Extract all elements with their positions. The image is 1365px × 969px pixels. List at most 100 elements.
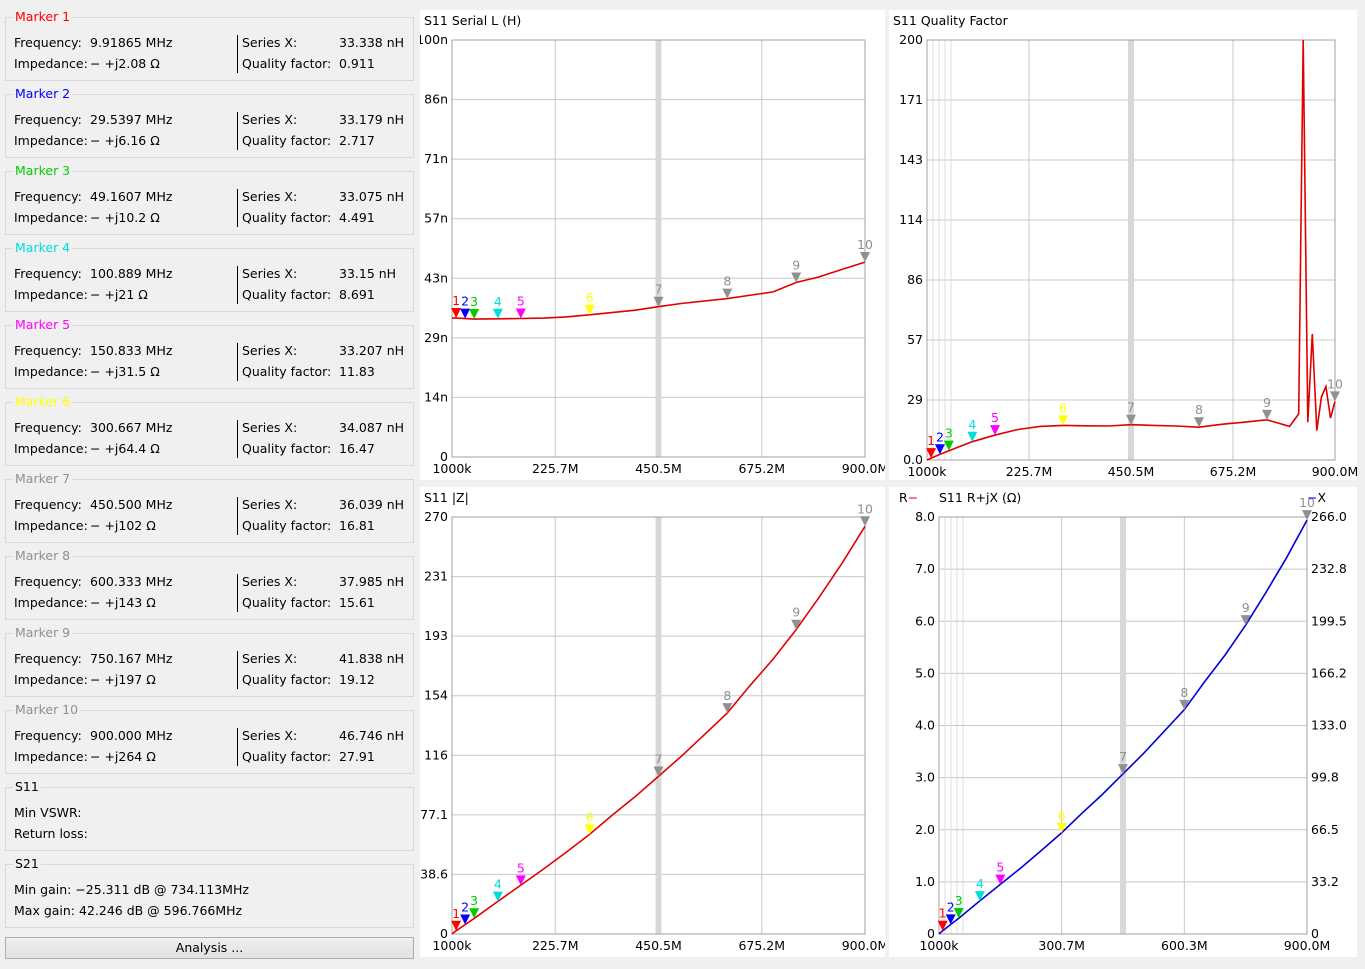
series-x-label: Series X: bbox=[242, 574, 297, 589]
x-tick-label: 900.0M bbox=[1312, 464, 1357, 479]
series-x-value: 34.087 nH bbox=[339, 420, 404, 435]
chart-panel-impedance-magnitude[interactable]: S11 |Z| 038.677.11161541932312701000k225… bbox=[420, 487, 885, 957]
return-loss: Return loss: bbox=[14, 826, 88, 841]
marker-group: Marker 7Frequency:450.500 MHzImpedance:−… bbox=[5, 479, 414, 543]
marker-label: 6 bbox=[586, 290, 594, 305]
impedance-label: Impedance: bbox=[14, 672, 88, 687]
marker-band bbox=[1120, 517, 1126, 934]
series-x-value: 37.985 nH bbox=[339, 574, 404, 589]
impedance-magnitude-chart[interactable]: 038.677.11161541932312701000k225.7M450.5… bbox=[420, 487, 885, 957]
y-tick-label: 116 bbox=[424, 747, 448, 762]
y-tick-label: 57 bbox=[907, 332, 923, 347]
chart-title: S11 |Z| bbox=[424, 490, 469, 505]
chart-panel-quality-factor[interactable]: S11 Quality Factor 0.0295786114143171200… bbox=[889, 10, 1357, 480]
quality-factor-chart[interactable]: 0.02957861141431712001000k225.7M450.5M67… bbox=[889, 10, 1357, 480]
legend-r: R− bbox=[899, 490, 918, 505]
marker-title: Marker 1 bbox=[13, 9, 72, 24]
chart-title: S11 Quality Factor bbox=[893, 13, 1008, 28]
series-x-label: Series X: bbox=[242, 35, 297, 50]
marker-triangle bbox=[585, 305, 595, 315]
serial-l-chart[interactable]: 014n29n43n57n71n86n100n1000k225.7M450.5M… bbox=[420, 10, 885, 480]
marker-label: 1 bbox=[452, 293, 460, 308]
r-jx-chart[interactable]: 01.02.03.04.05.06.07.08.01000k300.7M600.… bbox=[889, 487, 1357, 957]
marker-label: 3 bbox=[470, 893, 478, 908]
quality-value: 27.91 bbox=[339, 749, 375, 764]
marker-band bbox=[1128, 40, 1134, 460]
marker-triangle bbox=[516, 309, 526, 319]
x-tick-label: 900.0M bbox=[842, 461, 885, 476]
frequency-label: Frequency: bbox=[14, 420, 82, 435]
marker-label: 1 bbox=[939, 906, 947, 921]
marker-triangle bbox=[1058, 415, 1068, 425]
impedance-value: − +j197 Ω bbox=[90, 672, 156, 687]
chart-panel-serial-l[interactable]: S11 Serial L (H) 014n29n43n57n71n86n100n… bbox=[420, 10, 885, 480]
y-tick-label: 193 bbox=[424, 628, 448, 643]
s21-group: S21Min gain: −25.311 dB @ 734.113MHzMax … bbox=[5, 864, 414, 928]
s11-group: S11Min VSWR:Return loss: bbox=[5, 787, 414, 851]
marker-triangle bbox=[585, 825, 595, 835]
marker-triangle bbox=[493, 309, 503, 319]
y-tick-label: 43n bbox=[424, 270, 448, 285]
marker-label: 7 bbox=[1119, 749, 1127, 764]
series-x-label: Series X: bbox=[242, 112, 297, 127]
frequency-label: Frequency: bbox=[14, 497, 82, 512]
y-tick-label: 86n bbox=[424, 92, 448, 107]
frequency-value: 600.333 MHz bbox=[90, 574, 172, 589]
quality-label: Quality factor: bbox=[242, 287, 331, 302]
marker-label: 5 bbox=[996, 860, 1004, 875]
series-x-label: Series X: bbox=[242, 266, 297, 281]
y-tick-label: 71n bbox=[424, 151, 448, 166]
x-tick-label: 450.5M bbox=[1108, 464, 1155, 479]
quality-label: Quality factor: bbox=[242, 749, 331, 764]
marker-label: 3 bbox=[955, 893, 963, 908]
y-tick-label: 2.0 bbox=[915, 822, 935, 837]
impedance-label: Impedance: bbox=[14, 749, 88, 764]
marker-triangle bbox=[460, 309, 470, 319]
x-tick-label: 675.2M bbox=[738, 461, 785, 476]
marker-label: 3 bbox=[470, 294, 478, 309]
y2-tick-label: 66.5 bbox=[1311, 822, 1339, 837]
marker-title: Marker 3 bbox=[13, 163, 72, 178]
series-x-label: Series X: bbox=[242, 728, 297, 743]
y-tick-label: 1.0 bbox=[915, 874, 935, 889]
marker-label: 6 bbox=[1059, 400, 1067, 415]
impedance-value: − +j102 Ω bbox=[90, 518, 156, 533]
impedance-label: Impedance: bbox=[14, 441, 88, 456]
impedance-label: Impedance: bbox=[14, 210, 88, 225]
y2-tick-label: 166.2 bbox=[1311, 665, 1347, 680]
y-tick-label: 200 bbox=[899, 32, 923, 47]
marker-group: Marker 1Frequency:9.91865 MHzImpedance:−… bbox=[5, 17, 414, 81]
marker-label: 3 bbox=[945, 426, 953, 441]
chart-title: S11 Serial L (H) bbox=[424, 13, 521, 28]
marker-label: 2 bbox=[947, 899, 955, 914]
marker-title: Marker 7 bbox=[13, 471, 72, 486]
marker-label: 2 bbox=[461, 899, 469, 914]
min-gain: Min gain: −25.311 dB @ 734.113MHz bbox=[14, 882, 249, 897]
marker-label: 9 bbox=[792, 258, 800, 273]
analysis-button[interactable]: Analysis ... bbox=[5, 937, 414, 959]
marker-label: 8 bbox=[723, 274, 731, 289]
impedance-label: Impedance: bbox=[14, 287, 88, 302]
quality-value: 0.911 bbox=[339, 56, 375, 71]
marker-band bbox=[656, 517, 662, 934]
marker-label: 5 bbox=[517, 294, 525, 309]
quality-value: 2.717 bbox=[339, 133, 375, 148]
y-tick-label: 29n bbox=[424, 330, 448, 345]
marker-label: 10 bbox=[1327, 376, 1343, 391]
chart-panel-r-jx[interactable]: S11 R+jX (Ω) R− −X 01.02.03.04.05.06.07.… bbox=[889, 487, 1357, 957]
impedance-value: − +j2.08 Ω bbox=[90, 56, 160, 71]
series-x-label: Series X: bbox=[242, 497, 297, 512]
marker-triangle bbox=[995, 875, 1005, 885]
impedance-label: Impedance: bbox=[14, 364, 88, 379]
marker-group: Marker 5Frequency:150.833 MHzImpedance:−… bbox=[5, 325, 414, 389]
quality-value: 4.491 bbox=[339, 210, 375, 225]
marker-group: Marker 6Frequency:300.667 MHzImpedance:−… bbox=[5, 402, 414, 466]
quality-label: Quality factor: bbox=[242, 595, 331, 610]
marker-group: Marker 10Frequency:900.000 MHzImpedance:… bbox=[5, 710, 414, 774]
quality-label: Quality factor: bbox=[242, 518, 331, 533]
y-tick-label: 29 bbox=[907, 392, 923, 407]
y2-tick-label: 99.8 bbox=[1311, 770, 1339, 785]
frequency-value: 100.889 MHz bbox=[90, 266, 172, 281]
marker-label: 1 bbox=[927, 433, 935, 448]
y-tick-label: 8.0 bbox=[915, 509, 935, 524]
